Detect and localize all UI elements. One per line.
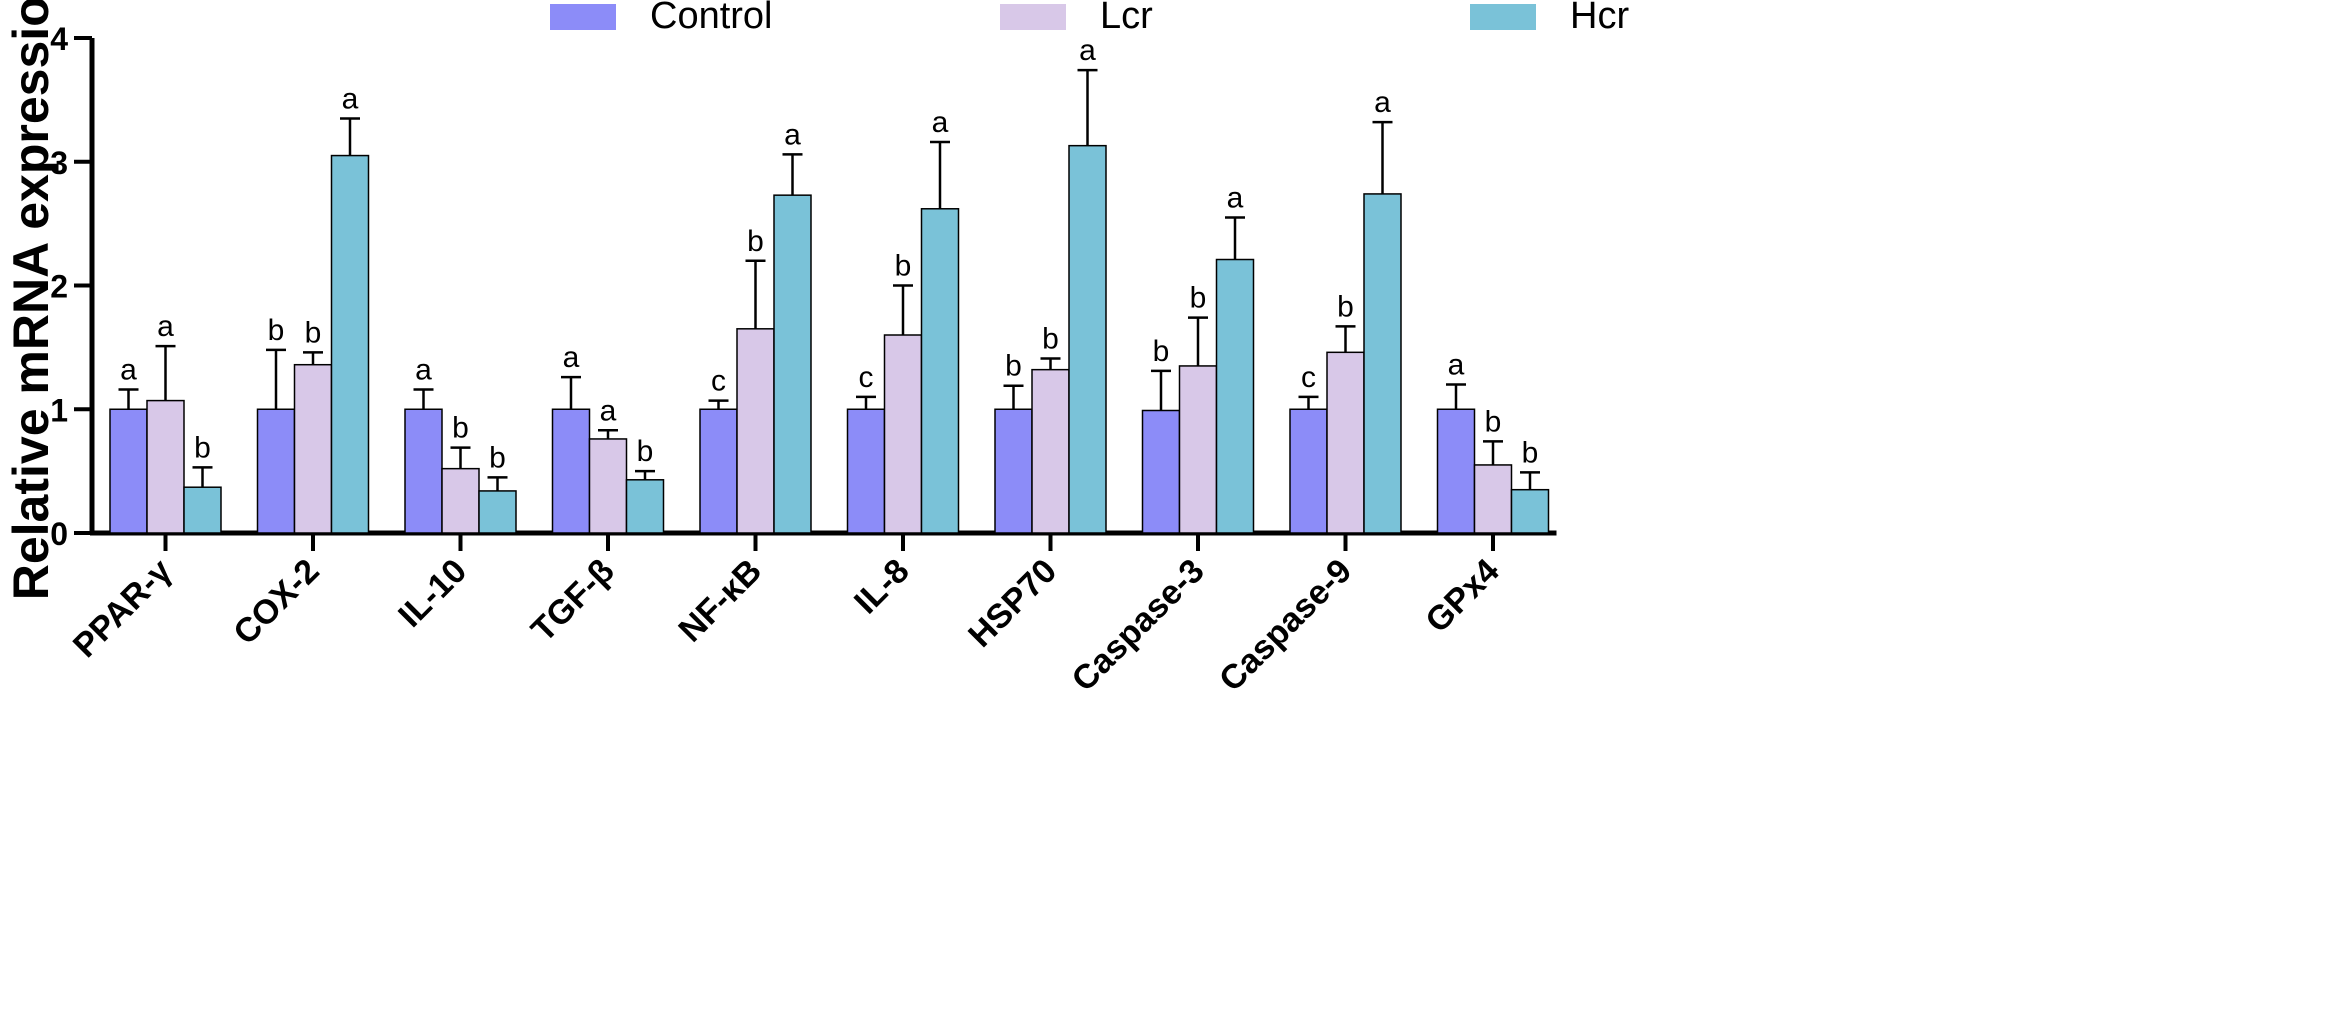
bar-control-tgf bbox=[551, 408, 591, 534]
bar-lcr-tgf bbox=[588, 438, 628, 534]
bar-lcr-caspase-9 bbox=[1326, 351, 1365, 534]
legend-label-control: Control bbox=[650, 0, 773, 37]
significance-letter: c bbox=[859, 361, 874, 394]
significance-letter: b bbox=[895, 250, 912, 283]
significance-letter: a bbox=[932, 106, 949, 139]
legend-label-hcr: Hcr bbox=[1570, 0, 1629, 37]
y-tick-label: 0 bbox=[50, 516, 68, 552]
bar-control-gpx4 bbox=[1436, 408, 1476, 534]
significance-letter: a bbox=[342, 82, 359, 115]
significance-letter: a bbox=[563, 341, 580, 374]
x-tick-label-caspase-3: Caspase-3 bbox=[1065, 552, 1212, 699]
significance-letter: b bbox=[637, 435, 654, 468]
significance-letter: b bbox=[1042, 323, 1059, 356]
bar-hcr-il-8 bbox=[920, 208, 960, 534]
bar-lcr-nf-b bbox=[736, 328, 775, 534]
bar-lcr-il-10 bbox=[441, 467, 480, 534]
bar-control-nf-b bbox=[699, 408, 738, 534]
bar-lcr-hsp70 bbox=[1031, 368, 1070, 534]
significance-letter: b bbox=[747, 225, 764, 258]
bars bbox=[109, 144, 1550, 534]
bar-control-hsp70 bbox=[994, 408, 1033, 534]
bar-hcr-caspase-3 bbox=[1215, 258, 1255, 534]
x-tick-label-ppar: PPAR-γ bbox=[66, 552, 179, 665]
legend-swatch-control bbox=[550, 4, 616, 30]
legend-label-lcr: Lcr bbox=[1100, 0, 1153, 37]
bar-hcr-hsp70 bbox=[1068, 144, 1107, 534]
x-axis-labels: PPAR-γ COX-2 IL-10 TGF-β NF-κB IL-8 HSP70 Caspa… bbox=[66, 552, 1507, 699]
significance-letter: a bbox=[600, 394, 617, 427]
significance-letter: a bbox=[120, 353, 137, 386]
bar-lcr-caspase-3 bbox=[1178, 365, 1218, 534]
significance-letter: a bbox=[157, 310, 174, 343]
legend: Control Lcr Hcr bbox=[550, 0, 1629, 37]
bar-hcr-ppar bbox=[183, 486, 222, 534]
x-tick-label-tgf: TGF-β bbox=[524, 552, 622, 650]
bar-hcr-cox-2 bbox=[330, 154, 370, 534]
significance-letter: b bbox=[1153, 335, 1170, 368]
bar-hcr-il-10 bbox=[478, 490, 517, 534]
bar-lcr-ppar bbox=[146, 399, 185, 534]
significance-letter: b bbox=[452, 412, 469, 445]
x-tick-label-il-8: IL-8 bbox=[847, 552, 917, 622]
x-tick-label-gpx4: GPx4 bbox=[1418, 552, 1506, 640]
x-tick-label-il-10: IL-10 bbox=[391, 552, 474, 635]
bar-hcr-gpx4 bbox=[1510, 488, 1550, 534]
significance-letter: b bbox=[1522, 436, 1539, 469]
bar-control-cox-2 bbox=[256, 408, 296, 534]
significance-letter: b bbox=[194, 431, 211, 464]
x-tick-label-cox-2: COX-2 bbox=[226, 552, 326, 652]
bar-control-caspase-3 bbox=[1141, 409, 1181, 534]
error-bars bbox=[118, 68, 1540, 491]
bar-hcr-tgf bbox=[625, 479, 665, 534]
bar-lcr-gpx4 bbox=[1473, 464, 1513, 534]
significance-letter: b bbox=[1485, 405, 1502, 438]
significance-letter: b bbox=[1005, 350, 1022, 383]
significance-letter: a bbox=[1448, 349, 1465, 382]
significance-letter: c bbox=[711, 365, 726, 398]
significance-letter: c bbox=[1301, 361, 1316, 394]
significance-letter: a bbox=[1227, 181, 1244, 214]
y-tick-label: 2 bbox=[50, 269, 68, 305]
y-tick-label: 3 bbox=[50, 145, 68, 181]
bar-hcr-nf-b bbox=[773, 194, 812, 534]
significance-letter: a bbox=[1374, 86, 1391, 119]
bar-control-ppar bbox=[109, 408, 148, 534]
significance-letter: b bbox=[268, 314, 285, 347]
bar-lcr-cox-2 bbox=[293, 363, 333, 534]
significance-letter: b bbox=[1190, 282, 1207, 315]
bar-hcr-caspase-9 bbox=[1363, 193, 1402, 534]
legend-swatch-lcr bbox=[1000, 4, 1066, 30]
significance-letter: a bbox=[415, 353, 432, 386]
significance-letter: b bbox=[489, 441, 506, 474]
significance-letter: b bbox=[1337, 290, 1354, 323]
bar-control-il-8 bbox=[846, 408, 886, 534]
significance-letter: b bbox=[305, 316, 322, 349]
significance-letter: a bbox=[1079, 34, 1096, 67]
significance-letter: a bbox=[784, 118, 801, 151]
y-tick-label: 1 bbox=[50, 392, 68, 428]
bar-control-il-10 bbox=[404, 408, 443, 534]
bar-lcr-il-8 bbox=[883, 334, 923, 534]
x-tick-label-caspase-9: Caspase-9 bbox=[1212, 552, 1359, 699]
x-tick-label-nf-b: NF-κB bbox=[671, 552, 769, 650]
y-tick-label: 4 bbox=[50, 21, 68, 57]
y-axis-title: Relative mRNA expression bbox=[3, 0, 59, 600]
legend-swatch-hcr bbox=[1470, 4, 1536, 30]
x-tick-label-hsp70: HSP70 bbox=[961, 552, 1064, 655]
bar-control-caspase-9 bbox=[1289, 408, 1328, 534]
